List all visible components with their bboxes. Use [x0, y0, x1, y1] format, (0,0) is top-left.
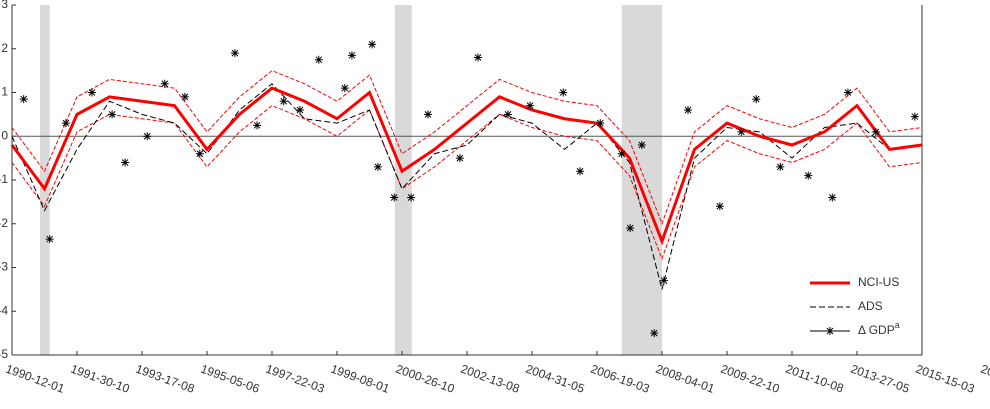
y-tick-label: -4 — [0, 303, 8, 317]
legend-marker — [826, 327, 834, 335]
recession-band — [394, 5, 412, 355]
y-tick-label: -5 — [0, 347, 8, 361]
x-tick-label: 2016-31-12 — [979, 362, 990, 396]
ads-line — [11, 83, 923, 290]
nci-line — [10, 86, 923, 246]
x-tick-label: 1993-17-08 — [134, 362, 197, 396]
x-tick-label: 2013-27-05 — [849, 362, 912, 396]
gdp-star — [373, 162, 382, 171]
gdp-star — [295, 106, 304, 114]
legend-name: Δ GDP — [858, 323, 895, 337]
gdp-star — [455, 154, 464, 163]
gdp-star — [559, 88, 568, 97]
gdp-star — [390, 193, 399, 202]
gdp-star — [368, 40, 377, 49]
y-tick-label: -3 — [0, 260, 8, 274]
y-tick-label: 2 — [1, 41, 8, 55]
gdp-star — [776, 162, 785, 171]
legend-label: Δ GDPa — [858, 320, 900, 337]
legend-superscript: a — [895, 320, 900, 330]
gdp-star — [576, 167, 585, 176]
gdp-star — [737, 127, 746, 136]
gdp-star — [347, 51, 356, 60]
gdp-star — [828, 193, 837, 202]
gdp-star — [503, 110, 512, 119]
nci-lower-band — [11, 105, 923, 261]
x-tick-label: 1991-30-10 — [69, 362, 132, 396]
gdp-star — [230, 49, 239, 58]
gdp-star — [61, 119, 70, 128]
nci-upper-band — [11, 70, 923, 226]
gdp-star — [659, 276, 668, 285]
gdp-star — [195, 149, 204, 158]
recession-band — [39, 5, 50, 355]
gdp-star — [684, 106, 692, 114]
gdp-star — [45, 235, 54, 244]
gdp-star — [752, 95, 761, 104]
y-tick-label: 3 — [1, 0, 8, 11]
gdp-star — [340, 84, 349, 93]
gdp-star — [279, 97, 288, 106]
y-tick-label: 1 — [1, 85, 8, 99]
gdp-star — [19, 95, 28, 104]
gdp-star — [121, 158, 130, 167]
x-tick-label: 1995-05-06 — [199, 362, 262, 396]
legend-label: ADS — [858, 299, 883, 313]
gdp-star — [87, 88, 96, 97]
gdp-star — [617, 149, 626, 158]
gdp-star — [596, 119, 605, 128]
y-tick-label: 0 — [1, 128, 8, 142]
x-tick-label: 2008-04-01 — [654, 362, 717, 396]
gdp-star — [314, 55, 323, 64]
x-tick-label: 1997-22-03 — [264, 362, 327, 396]
gdp-star — [160, 79, 169, 88]
gdp-star — [626, 224, 635, 233]
y-tick-label: -2 — [0, 216, 8, 230]
x-tick-label: 2002-13-08 — [459, 362, 522, 396]
gdp-star — [526, 101, 535, 110]
gdp-star — [143, 132, 152, 141]
gdp-star — [407, 193, 416, 202]
gdp-star — [108, 110, 117, 119]
recession-band — [621, 5, 662, 355]
gdp-star — [804, 171, 813, 180]
gdp-star — [650, 329, 659, 338]
gdp-star — [910, 112, 919, 121]
gdp-star — [843, 88, 852, 97]
gdp-star — [715, 202, 724, 211]
x-tick-label: 1999-08-01 — [329, 362, 392, 396]
gdp-star — [180, 92, 189, 101]
y-tick-label: -1 — [0, 172, 8, 186]
x-tick-label: 2004-31-05 — [524, 362, 587, 396]
gdp-star — [871, 127, 880, 136]
gdp-star — [474, 53, 483, 62]
x-tick-label: 2006-19-03 — [589, 362, 652, 396]
legend-name: ADS — [858, 299, 883, 313]
gdp-star — [424, 110, 432, 119]
x-tick-label: 2009-22-10 — [719, 362, 782, 396]
gdp-star — [253, 121, 262, 130]
x-tick-label: 2015-15-03 — [914, 362, 977, 396]
x-tick-label: 2000-26-10 — [394, 362, 457, 396]
gdp-star — [637, 141, 646, 149]
legend-label: NCI-US — [858, 275, 899, 289]
x-tick-label: 2011-10-08 — [784, 362, 846, 396]
legend-name: NCI-US — [858, 275, 899, 289]
x-tick-label: 1990-12-01 — [4, 362, 67, 396]
